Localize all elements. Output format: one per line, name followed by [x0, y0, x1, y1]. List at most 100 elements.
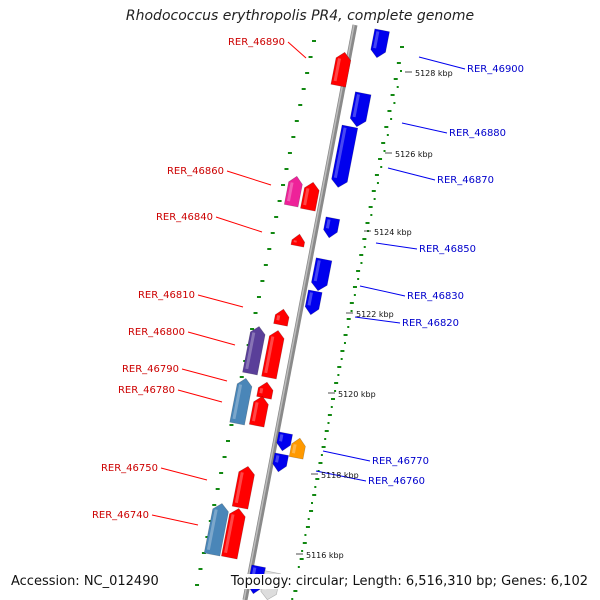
- gene-label-right: RER_46900: [467, 64, 524, 75]
- gene-label-left: RER_46840: [156, 212, 213, 223]
- genome-backbone-highlight: [243, 24, 355, 600]
- gc-dot: [331, 398, 336, 400]
- tick-dot: [380, 166, 383, 168]
- gene-label-right: RER_46850: [419, 244, 476, 255]
- gc-dot: [337, 366, 342, 368]
- tick-dot: [337, 374, 340, 376]
- gene-arrow: [203, 503, 229, 557]
- kbp-tick-label: 5116 kbp: [306, 551, 344, 560]
- tick-dot: [304, 534, 307, 536]
- gc-dot: [312, 40, 316, 42]
- tick-dot: [383, 150, 386, 152]
- gene-arrow-shine: [325, 219, 331, 229]
- gc-dot: [352, 286, 357, 288]
- leader-line: [375, 242, 418, 250]
- leader-line: [359, 285, 406, 297]
- gene-arrow: [283, 175, 303, 208]
- gene-arrow: [290, 233, 306, 248]
- gene-arrow-shine: [286, 182, 294, 202]
- leader-line: [322, 450, 371, 462]
- gc-dot: [219, 472, 224, 474]
- gc-dot: [250, 328, 255, 330]
- gc-dot: [356, 270, 361, 272]
- tick-dot: [343, 342, 346, 344]
- gc-dot: [198, 568, 203, 570]
- gc-dot: [281, 184, 286, 186]
- gc-dot: [346, 318, 351, 320]
- gc-dot: [334, 382, 339, 384]
- gc-dot: [294, 120, 299, 122]
- gc-dot: [321, 446, 326, 448]
- tick-dot: [320, 454, 323, 456]
- gene-label-left: RER_46860: [167, 166, 224, 177]
- tick-dot: [386, 134, 389, 136]
- gc-dot: [378, 158, 383, 160]
- gene-arrow-shine: [206, 509, 218, 551]
- tick-dot: [396, 86, 399, 88]
- leader-line: [197, 294, 244, 308]
- gene-arrow-shine: [352, 94, 360, 118]
- gene-arrow-shine: [313, 260, 321, 282]
- gene-arrow: [300, 181, 320, 212]
- leader-line: [181, 368, 228, 382]
- leader-line: [187, 331, 236, 346]
- tick-dot: [347, 326, 350, 328]
- gene-arrow-shine: [291, 444, 297, 454]
- gene-label-left: RER_46800: [128, 327, 185, 338]
- leader-line: [418, 56, 466, 70]
- tick-dot: [350, 310, 353, 312]
- gc-dot: [274, 216, 279, 218]
- gc-dot: [270, 232, 275, 234]
- kbp-tick-label: 5120 kbp: [338, 390, 376, 399]
- gc-dot: [374, 174, 379, 176]
- leader-line: [151, 514, 199, 526]
- tick-dot: [353, 294, 356, 296]
- gc-dot: [305, 526, 310, 528]
- genome-backbone: [242, 24, 358, 600]
- gene-label-left: RER_46790: [122, 364, 179, 375]
- gc-dot: [390, 94, 395, 96]
- gc-dot: [222, 456, 227, 458]
- tick-dot: [393, 102, 396, 104]
- gene-arrow: [248, 395, 269, 428]
- gene-arrow: [276, 431, 293, 452]
- tick-dot: [334, 390, 337, 392]
- tick-dot: [311, 502, 314, 504]
- gc-dot: [212, 504, 217, 506]
- tick-dot: [291, 598, 294, 600]
- leader-line: [401, 122, 448, 134]
- gene-arrow: [323, 216, 341, 239]
- tick-dot: [360, 262, 363, 264]
- gc-dot: [260, 280, 265, 282]
- kbp-tick-label: 5124 kbp: [374, 228, 412, 237]
- leader-line: [287, 41, 307, 59]
- gene-arrow-shine: [307, 292, 313, 306]
- gc-dot: [277, 200, 282, 202]
- kbp-tick-label: 5128 kbp: [415, 69, 453, 78]
- tick-dot: [340, 358, 343, 360]
- kbp-tick-label: 5126 kbp: [395, 150, 433, 159]
- gc-dot: [400, 46, 404, 48]
- gc-dot: [229, 424, 234, 426]
- kbp-ticks: 5128 kbp 5126 kbp 5124 kbp 5122 kbp 5120 kbp…: [296, 69, 453, 560]
- gc-dot: [371, 190, 376, 192]
- gc-dot: [368, 206, 373, 208]
- gc-dot: [365, 222, 370, 224]
- gc-dot: [239, 376, 244, 378]
- tick-dot: [317, 470, 320, 472]
- gc-dot: [301, 88, 306, 90]
- gene-label-right: RER_46770: [372, 456, 429, 467]
- gc-dot: [324, 430, 329, 432]
- gene-arrow: [231, 465, 255, 510]
- tick-track: [291, 70, 402, 600]
- tick-dot: [370, 214, 373, 216]
- gc-dot: [201, 552, 206, 554]
- label-leaders: [151, 41, 466, 526]
- gc-dot: [287, 152, 292, 154]
- tick-dot: [307, 518, 310, 520]
- gene-label-left: RER_46750: [101, 463, 158, 474]
- tick-dot: [314, 486, 317, 488]
- gene-arrow-shine: [224, 514, 235, 554]
